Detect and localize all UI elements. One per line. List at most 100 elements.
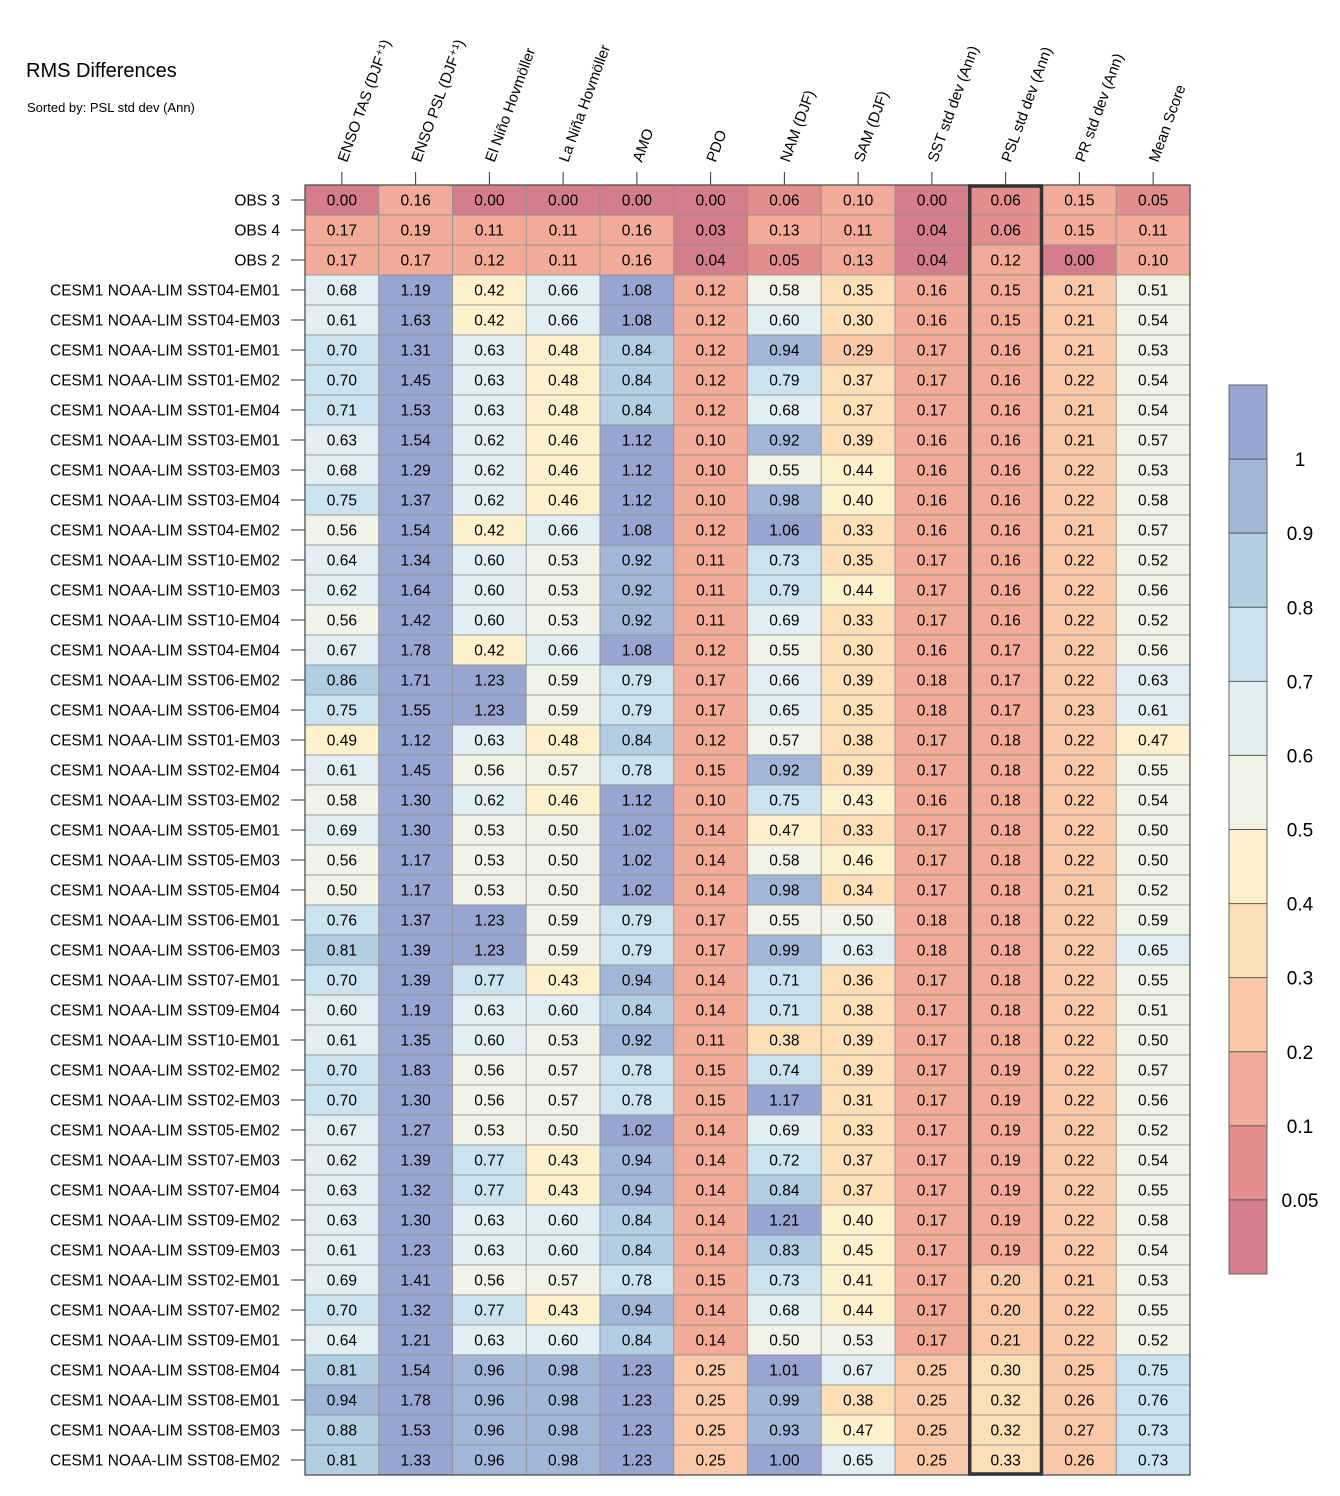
cell-value: 0.56 <box>1138 583 1168 600</box>
cell-value: 0.53 <box>474 823 504 840</box>
heatmap-cell <box>673 1384 748 1416</box>
cell-value: 0.78 <box>622 1093 652 1110</box>
heatmap-cell <box>894 634 970 666</box>
colorbar-tick-label: 0.7 <box>1287 672 1313 693</box>
column-labels: ENSO TAS (DJF⁺¹) ENSO PSL (DJF⁺¹) El Niño … <box>335 37 1190 185</box>
heatmap-cell <box>673 1204 748 1236</box>
cell-value: 1.54 <box>401 1363 432 1380</box>
heatmap-cell <box>820 424 896 456</box>
heatmap-cell <box>820 874 896 906</box>
cell-value: 0.18 <box>991 973 1021 990</box>
cell-value: 0.04 <box>917 253 948 270</box>
cell-value: 0.17 <box>696 943 726 960</box>
cell-value: 0.17 <box>327 253 357 270</box>
cell-value: 0.63 <box>327 1213 357 1230</box>
heatmap-cell <box>599 1024 675 1056</box>
cell-value: 0.20 <box>991 1303 1022 1320</box>
heatmap-cell <box>525 1084 601 1116</box>
cell-value: 0.25 <box>696 1393 726 1410</box>
cell-value: 1.78 <box>401 1393 431 1410</box>
colorbar: 0.05 0.1 0.2 0.3 0.4 0.5 0.6 0.7 0.8 0.9 1 <box>1228 384 1319 1275</box>
heatmap-cell <box>1042 1234 1117 1266</box>
cell-value: 0.12 <box>991 253 1021 270</box>
cell-value: 0.17 <box>991 643 1021 660</box>
cell-value: 0.79 <box>769 583 799 600</box>
cell-value: 0.63 <box>327 1183 357 1200</box>
cell-value: 0.22 <box>1064 1303 1094 1320</box>
cell-value: 0.59 <box>548 703 578 720</box>
cell-value: 0.53 <box>548 613 578 630</box>
heatmap-cell <box>747 694 822 726</box>
heatmap-cell <box>673 1024 748 1056</box>
cell-value: 1.23 <box>474 703 504 720</box>
cell-value: 0.12 <box>474 253 504 270</box>
heatmap-cell <box>747 994 822 1026</box>
cell-value: 0.16 <box>917 283 947 300</box>
cell-value: 0.14 <box>696 1213 727 1230</box>
heatmap-cell <box>820 1324 896 1356</box>
heatmap-cell <box>894 1114 970 1146</box>
cell-value: 0.16 <box>991 463 1021 480</box>
heatmap-cell <box>1115 274 1191 306</box>
heatmap-cell <box>599 274 675 306</box>
cell-value: 0.50 <box>548 1123 579 1140</box>
heatmap-cell <box>673 604 748 636</box>
heatmap-cell <box>304 1294 380 1326</box>
heatmap-cell <box>894 724 970 756</box>
colorbar-tick-label: 0.6 <box>1287 746 1313 767</box>
column-label: Mean Score <box>1146 83 1190 165</box>
cell-value: 0.33 <box>843 1123 873 1140</box>
cell-value: 0.53 <box>474 1123 504 1140</box>
heatmap-cell <box>378 1234 453 1266</box>
row-label: CESM1 NOAA-LIM SST06-EM02 <box>50 673 280 690</box>
cell-value: 0.54 <box>1138 1153 1169 1170</box>
cell-value: 0.51 <box>1138 1003 1168 1020</box>
heatmap-cell <box>894 754 970 786</box>
cell-value: 0.14 <box>696 1243 727 1260</box>
cell-value: 0.63 <box>474 1333 504 1350</box>
cell-value: 0.61 <box>327 1033 357 1050</box>
cell-value: 1.39 <box>401 943 431 960</box>
heatmap-cell <box>673 724 748 756</box>
cell-value: 0.18 <box>991 853 1021 870</box>
heatmap-cell <box>1115 514 1191 546</box>
heatmap-cell <box>599 964 675 996</box>
cell-value: 1.01 <box>769 1363 799 1380</box>
cell-value: 0.45 <box>843 1243 873 1260</box>
heatmap-cell <box>452 904 527 936</box>
heatmap-cell <box>968 1114 1043 1146</box>
cell-value: 0.18 <box>917 913 947 930</box>
heatmap-cell <box>378 214 453 246</box>
cell-value: 0.92 <box>769 763 799 780</box>
row-label: CESM1 NOAA-LIM SST03-EM04 <box>50 493 280 510</box>
cell-value: 0.12 <box>696 283 726 300</box>
cell-value: 0.12 <box>696 343 726 360</box>
heatmap-cell <box>378 544 453 576</box>
heatmap-cell <box>673 994 748 1026</box>
cell-value: 0.88 <box>327 1423 357 1440</box>
cell-value: 0.58 <box>1138 1213 1168 1230</box>
heatmap-cell <box>673 754 748 786</box>
cell-value: 0.33 <box>991 1453 1021 1470</box>
cell-value: 1.23 <box>622 1453 652 1470</box>
cell-value: 0.14 <box>696 853 727 870</box>
cell-value: 1.12 <box>622 793 652 810</box>
cell-value: 0.56 <box>327 853 357 870</box>
colorbar-tick-label: 0.05 <box>1282 1191 1319 1212</box>
row-label: CESM1 NOAA-LIM SST07-EM03 <box>50 1153 280 1170</box>
cell-value: 0.44 <box>843 463 874 480</box>
cell-value: 0.84 <box>769 1183 800 1200</box>
cell-value: 0.17 <box>917 733 947 750</box>
cell-value: 0.42 <box>474 643 504 660</box>
cell-value: 0.17 <box>327 223 357 240</box>
heatmap-cell <box>673 694 748 726</box>
heatmap-cell <box>378 1384 453 1416</box>
cell-value: 0.66 <box>548 643 578 660</box>
cell-value: 0.05 <box>769 253 799 270</box>
heatmap-cell <box>968 274 1043 306</box>
cell-value: 0.00 <box>327 193 358 210</box>
heatmap-cell <box>820 514 896 546</box>
cell-value: 0.92 <box>769 433 799 450</box>
cell-value: 1.08 <box>622 523 652 540</box>
cell-value: 1.53 <box>401 1423 431 1440</box>
